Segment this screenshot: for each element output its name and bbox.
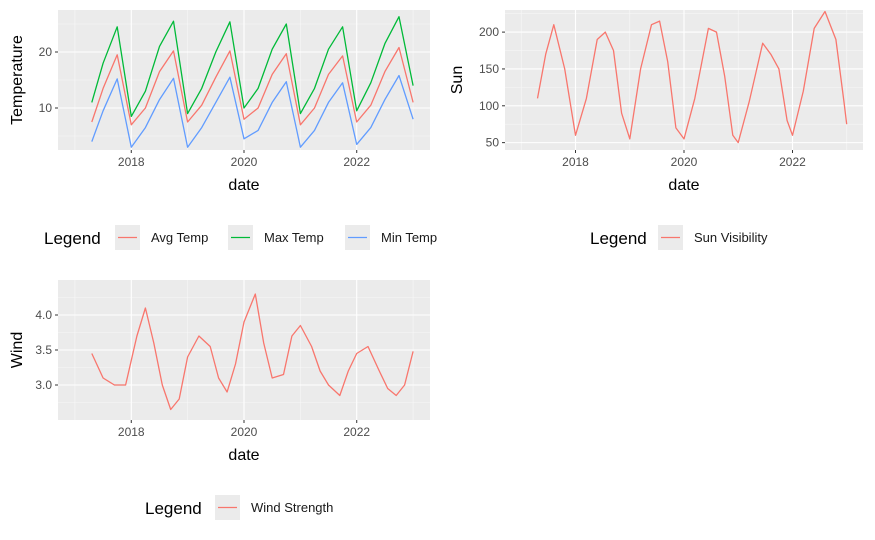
x-axis-title: date (228, 177, 259, 194)
legend: Legend Wind Strength (145, 495, 333, 520)
x-tick-label: 2018 (562, 155, 589, 169)
chart-panel-2: 2018 2020 2022 50 100 150 200 date Sun Legend Sun … (449, 10, 863, 250)
chart-panel-1: 2018 2020 2022 10 20 date Temperature Legend Avg… (9, 10, 437, 250)
y-tick-label: 3.5 (35, 343, 52, 357)
legend-label: Wind Strength (251, 500, 333, 515)
x-tick-label: 2018 (118, 425, 145, 439)
legend: Legend Sun Visibility (590, 225, 768, 250)
series-line-sun-visibility (536, 10, 848, 144)
legend-label: Min Temp (381, 230, 437, 245)
series-line-max-temp (91, 16, 414, 118)
x-tick-label: 2022 (779, 155, 806, 169)
legend-label: Avg Temp (151, 230, 208, 245)
y-tick-label: 4.0 (35, 308, 52, 322)
y-axis-title: Temperature (9, 35, 26, 125)
y-tick-label: 150 (479, 62, 499, 76)
legend: Legend Avg Temp Max Temp Min Temp (44, 225, 437, 250)
legend-title: Legend (145, 499, 202, 518)
y-axis-title: Sun (449, 66, 466, 94)
y-tick-label: 50 (486, 136, 500, 150)
legend-label: Max Temp (264, 230, 324, 245)
series-line-wind-strength (91, 293, 414, 411)
y-tick-label: 200 (479, 25, 499, 39)
x-tick-label: 2018 (118, 155, 145, 169)
x-tick-label: 2020 (671, 155, 698, 169)
x-axis-title: date (228, 447, 259, 464)
chart-panel-3: 2018 2020 2022 3.0 3.5 4.0 date Wind Legend Wind … (9, 280, 430, 520)
legend-title: Legend (44, 229, 101, 248)
legend-title: Legend (590, 229, 647, 248)
y-axis-title: Wind (9, 332, 26, 368)
x-tick-label: 2020 (231, 155, 258, 169)
x-tick-label: 2022 (343, 155, 370, 169)
y-tick-label: 20 (39, 45, 53, 59)
x-axis-title: date (668, 177, 699, 194)
x-tick-label: 2020 (231, 425, 258, 439)
y-tick-label: 3.0 (35, 378, 52, 392)
y-tick-label: 100 (479, 99, 499, 113)
x-tick-label: 2022 (343, 425, 370, 439)
series-line-avg-temp (91, 46, 414, 126)
y-tick-label: 10 (39, 101, 53, 115)
series-line-min-temp (91, 74, 414, 148)
legend-label: Sun Visibility (694, 230, 768, 245)
